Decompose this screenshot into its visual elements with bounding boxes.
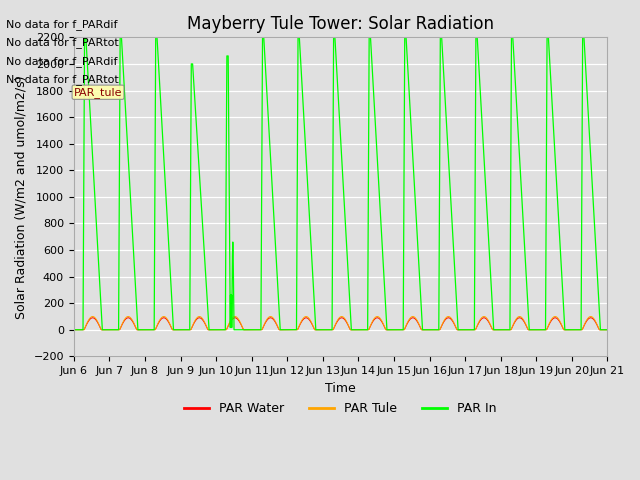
PAR Tule <box>499 327 506 333</box>
Legend: PAR Water, PAR Tule, PAR In: PAR Water, PAR Tule, PAR In <box>179 397 502 420</box>
PAR Water <box>70 327 77 333</box>
Line: PAR Water: PAR Water <box>74 318 607 330</box>
Y-axis label: Solar Radiation (W/m2 and umol/m2/s): Solar Radiation (W/m2 and umol/m2/s) <box>15 75 28 319</box>
PAR Water <box>499 327 506 333</box>
PAR Tule <box>506 327 514 333</box>
X-axis label: Time: Time <box>325 382 356 395</box>
Text: PAR_tule: PAR_tule <box>74 87 122 98</box>
PAR In <box>81 35 88 40</box>
PAR In <box>486 252 493 257</box>
PAR Tule <box>604 327 611 333</box>
PAR Tule <box>98 327 106 333</box>
PAR Tule <box>411 314 419 320</box>
PAR Water <box>604 327 611 333</box>
PAR Tule <box>471 327 479 333</box>
PAR Water <box>506 327 514 333</box>
PAR Tule <box>486 320 493 325</box>
PAR In <box>604 327 611 333</box>
Text: No data for f_PARdif: No data for f_PARdif <box>6 19 118 30</box>
PAR In <box>471 224 479 229</box>
PAR Tule <box>70 327 77 333</box>
PAR Water <box>411 315 419 321</box>
PAR Tule <box>160 313 168 319</box>
PAR In <box>98 317 106 323</box>
PAR Water <box>486 320 493 326</box>
PAR Water <box>98 327 106 333</box>
Line: PAR In: PAR In <box>74 37 607 330</box>
PAR In <box>506 320 514 325</box>
Line: PAR Tule: PAR Tule <box>74 316 607 330</box>
PAR In <box>411 185 419 191</box>
Text: No data for f_PARtot: No data for f_PARtot <box>6 74 119 85</box>
Text: No data for f_PARtot: No data for f_PARtot <box>6 37 119 48</box>
PAR Water <box>471 327 479 333</box>
PAR In <box>499 327 506 333</box>
PAR In <box>70 327 77 333</box>
Text: No data for f_PARdif: No data for f_PARdif <box>6 56 118 67</box>
PAR Water <box>160 315 168 321</box>
Title: Mayberry Tule Tower: Solar Radiation: Mayberry Tule Tower: Solar Radiation <box>187 15 494 33</box>
